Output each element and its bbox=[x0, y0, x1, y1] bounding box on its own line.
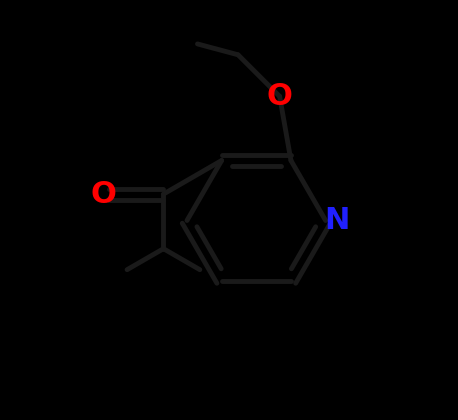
Text: O: O bbox=[91, 180, 117, 209]
Text: N: N bbox=[325, 206, 350, 235]
Text: O: O bbox=[267, 82, 293, 111]
